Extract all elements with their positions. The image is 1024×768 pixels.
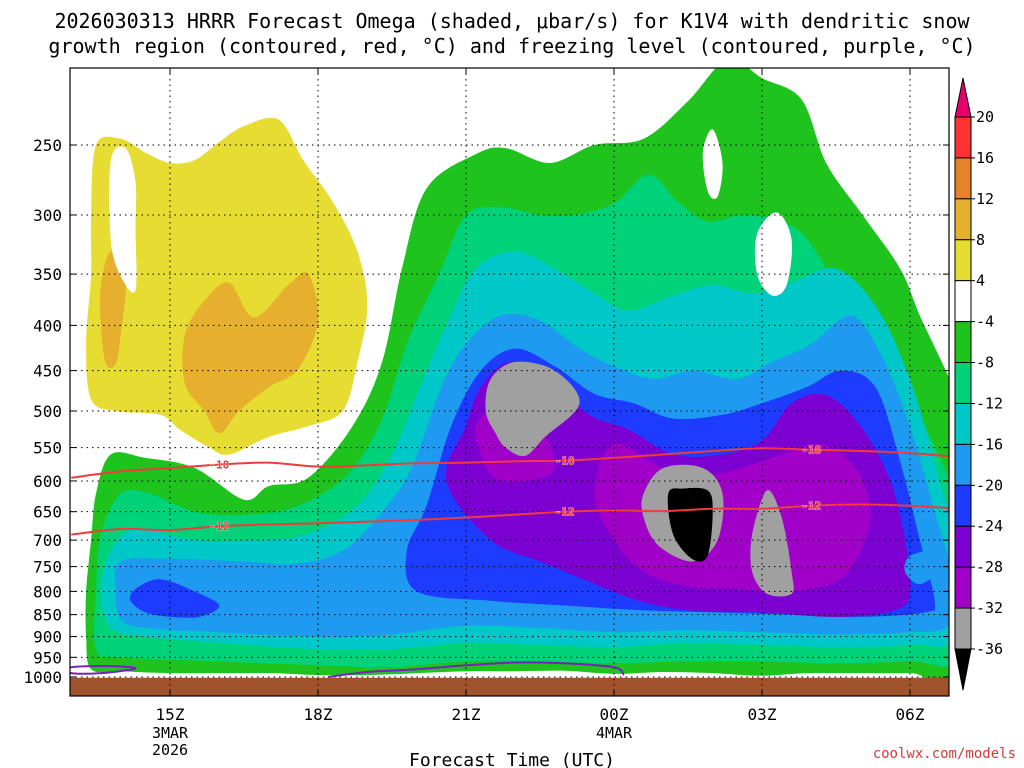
y-tick-label-400: 400 bbox=[33, 316, 62, 335]
contour-label-dgz_-18-1: -18 bbox=[555, 455, 575, 468]
x-tick-sub-00Z-0: 4MAR bbox=[596, 724, 633, 742]
colorbar-label-10: -24 bbox=[976, 517, 1003, 535]
x-tick-label-21Z: 21Z bbox=[452, 705, 481, 724]
colorbar-label-4: 4 bbox=[976, 272, 985, 290]
contour-dgz_-18 bbox=[71, 447, 949, 479]
colorbar-label-9: -20 bbox=[976, 476, 1003, 494]
omega-region-18 bbox=[754, 212, 793, 296]
colorbar-label-2: 12 bbox=[976, 190, 994, 208]
colorbar-band-12 bbox=[954, 566, 972, 609]
colorbar-band-top-arrow bbox=[954, 77, 972, 118]
y-tick-label-950: 950 bbox=[33, 648, 62, 667]
contour-label-dgz_-12-0: -12 bbox=[209, 520, 229, 533]
colorbar-band-10 bbox=[954, 484, 972, 527]
y-tick-label-1000: 1000 bbox=[23, 668, 62, 687]
y-tick-label-600: 600 bbox=[33, 472, 62, 491]
colorbar-band-6 bbox=[954, 321, 972, 364]
y-axis-ticks: 250 300 350 400 450 500 550 600 650 700 750 800 850 9… bbox=[23, 136, 949, 687]
omega-region-17 bbox=[702, 129, 723, 199]
omega-region-15 bbox=[667, 487, 713, 562]
omega-region-16 bbox=[109, 146, 137, 293]
temperature-contours: -18 -18 -18 -12 -12 -12 bbox=[70, 443, 949, 678]
y-tick-label-900: 900 bbox=[33, 628, 62, 647]
colorbar-label-5: -4 bbox=[976, 313, 994, 331]
colorbar-label-6: -8 bbox=[976, 354, 994, 372]
colorbar-label-11: -28 bbox=[976, 558, 1003, 576]
contour-label-dgz_-18-2: -18 bbox=[801, 444, 821, 457]
colorbar-label-12: -32 bbox=[976, 599, 1003, 617]
colorbar-label-3: 8 bbox=[976, 231, 985, 249]
colorbar-band-1 bbox=[954, 116, 972, 159]
omega-region-1 bbox=[182, 272, 319, 434]
x-tick-sub-15Z-1: 2026 bbox=[152, 741, 188, 759]
y-tick-label-700: 700 bbox=[33, 531, 62, 550]
omega-shading bbox=[85, 68, 949, 692]
omega-region-12 bbox=[485, 361, 580, 457]
colorbar-band-bottom-arrow bbox=[954, 648, 972, 691]
contour-label-dgz_-18-0: -18 bbox=[209, 459, 229, 472]
x-tick-label-18Z: 18Z bbox=[304, 705, 333, 724]
colorbar-band-3 bbox=[954, 198, 972, 241]
colorbar-band-4 bbox=[954, 239, 972, 282]
y-tick-label-850: 850 bbox=[33, 606, 62, 625]
grid-lines bbox=[70, 68, 949, 696]
y-tick-label-350: 350 bbox=[33, 265, 62, 284]
colorbar-band-2 bbox=[954, 157, 972, 200]
ground-band bbox=[70, 677, 949, 696]
contour-freezing_1 bbox=[327, 661, 625, 678]
plot-frame bbox=[69, 67, 950, 697]
colorbar-label-0: 20 bbox=[976, 108, 994, 126]
y-tick-label-450: 450 bbox=[33, 362, 62, 381]
y-tick-label-550: 550 bbox=[33, 439, 62, 458]
colorbar-band-5 bbox=[954, 280, 972, 323]
chart-title-line1: 2026030313 HRRR Forecast Omega (shaded, … bbox=[54, 9, 970, 33]
y-tick-label-750: 750 bbox=[33, 558, 62, 577]
y-tick-label-650: 650 bbox=[33, 503, 62, 522]
x-axis-label: Forecast Time (UTC) bbox=[409, 750, 615, 768]
contour-dgz_-12 bbox=[71, 503, 949, 536]
y-tick-label-250: 250 bbox=[33, 136, 62, 155]
colorbar-label-8: -16 bbox=[976, 435, 1003, 453]
plot-area: -18 -18 -18 -12 -12 -12 bbox=[70, 68, 949, 696]
x-tick-sub-15Z-0: 3MAR bbox=[152, 724, 189, 742]
colorbar-label-7: -12 bbox=[976, 394, 1003, 412]
colorbar-band-9 bbox=[954, 443, 972, 486]
site-credit[interactable]: coolwx.com/models bbox=[873, 746, 1016, 762]
omega-region-19 bbox=[904, 550, 941, 585]
colorbar-band-13 bbox=[954, 607, 972, 650]
chart-title-line2: growth region (contoured, red, °C) and f… bbox=[48, 34, 975, 58]
contour-label-dgz_-12-1: -12 bbox=[555, 506, 575, 519]
omega-region-14 bbox=[750, 490, 794, 597]
y-tick-label-300: 300 bbox=[33, 206, 62, 225]
colorbar-label-13: -36 bbox=[976, 640, 1003, 658]
colorbar-band-8 bbox=[954, 402, 972, 445]
y-tick-label-500: 500 bbox=[33, 402, 62, 421]
omega-region-8 bbox=[129, 579, 220, 618]
colorbar-label-1: 16 bbox=[976, 149, 994, 167]
contour-label-dgz_-12-2: -12 bbox=[801, 500, 821, 513]
x-tick-label-06Z: 06Z bbox=[896, 705, 925, 724]
x-tick-label-03Z: 03Z bbox=[748, 705, 777, 724]
ground-surface bbox=[70, 677, 949, 696]
colorbar-band-11 bbox=[954, 525, 972, 568]
colorbar: 20 16 12 8 4 -4 -8 -12 -16 -20 -24 -28 -32 -36 bbox=[954, 77, 1003, 691]
colorbar-band-7 bbox=[954, 362, 972, 404]
omega-region-2 bbox=[99, 251, 126, 368]
x-tick-label-15Z: 15Z bbox=[156, 705, 185, 724]
x-tick-label-00Z: 00Z bbox=[600, 705, 629, 724]
y-tick-label-800: 800 bbox=[33, 582, 62, 601]
